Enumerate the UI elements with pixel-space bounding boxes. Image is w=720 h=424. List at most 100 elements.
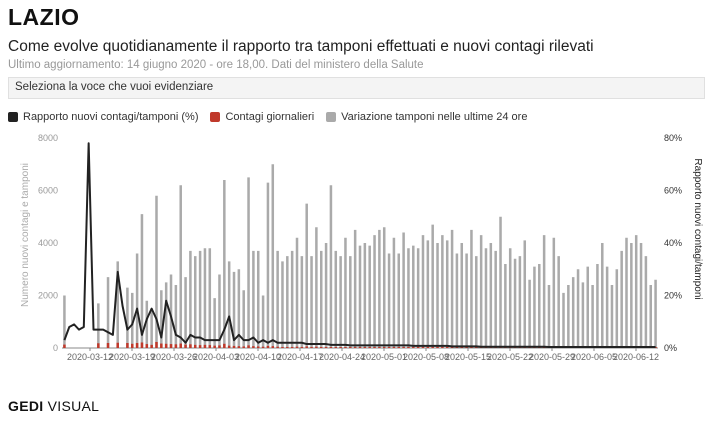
test-bar (528, 279, 531, 348)
test-bar (533, 266, 536, 349)
y-tick-label: 2000 (38, 291, 58, 301)
test-bar (242, 290, 245, 348)
legend-swatch-daily-cases (210, 112, 221, 122)
test-bar (174, 285, 178, 348)
test-bar (479, 235, 483, 349)
test-bar (649, 285, 652, 348)
cases-bar (184, 344, 187, 348)
cases-bar (106, 343, 110, 348)
test-bar (290, 250, 294, 349)
test-bar (504, 264, 507, 348)
x-tick-label: 2020-03-12 (67, 352, 113, 362)
legend-label-daily-cases: Contagi giornalieri (225, 111, 315, 123)
test-bar (140, 214, 144, 349)
cases-bar (218, 345, 221, 349)
legend-label-ratio: Rapporto nuovi contagi/tamponi (%) (23, 111, 199, 123)
test-bar (538, 264, 541, 348)
test-bar (596, 264, 599, 348)
test-bar (97, 303, 100, 349)
test-bar (470, 229, 473, 349)
cases-bar (116, 342, 119, 348)
test-bar (586, 266, 589, 349)
cases-bar (140, 342, 144, 348)
cases-bar (315, 346, 318, 348)
test-bar (189, 250, 192, 349)
cases-bar (339, 347, 342, 348)
x-tick-label: 2020-04-03 (193, 352, 239, 362)
brand-visual: VISUAL (47, 398, 100, 414)
cases-bar (155, 341, 158, 348)
test-bar (286, 256, 289, 349)
test-bar (557, 256, 560, 349)
test-bar (213, 298, 216, 349)
test-bar (513, 258, 517, 348)
highlight-selector[interactable]: Seleziona la voce che vuoi evidenziare (8, 77, 705, 99)
cases-bar (421, 347, 425, 348)
cases-bar (445, 347, 449, 348)
test-bar (465, 253, 468, 348)
cases-bar (402, 347, 405, 348)
test-bar (402, 232, 405, 348)
cases-bar (252, 346, 255, 348)
test-bar (542, 235, 546, 349)
cases-bar (145, 344, 149, 348)
cases-bar (189, 344, 192, 348)
cases-bar (465, 347, 468, 348)
cases-bar (300, 346, 304, 348)
cases-bar (455, 347, 459, 348)
cases-bar (261, 346, 265, 348)
test-bar (266, 182, 270, 349)
y-tick-label: 6000 (38, 186, 58, 196)
test-bar (475, 256, 478, 349)
cases-bar (460, 347, 464, 348)
cases-bar (397, 347, 401, 348)
cases-bar (329, 346, 333, 348)
test-bar (252, 250, 255, 349)
cases-bar (392, 347, 396, 348)
cases-bar (407, 347, 410, 348)
cases-bar (208, 345, 212, 348)
cases-bar (247, 345, 250, 349)
cases-bar (97, 343, 100, 348)
test-bar (445, 240, 449, 348)
x-tick-label: 2020-03-26 (151, 352, 197, 362)
legend-item-tests[interactable]: Variazione tamponi nelle ultime 24 ore (326, 111, 527, 123)
y2-axis-title: Rapporto nuovi contagi/tamponi (692, 158, 703, 299)
test-bar (620, 250, 623, 349)
test-bar (644, 256, 648, 349)
test-bar (271, 164, 275, 348)
test-bar (198, 250, 202, 349)
test-bar (382, 227, 386, 348)
cases-bar (349, 347, 352, 348)
test-bar (387, 253, 391, 348)
test-bar (412, 245, 415, 349)
test-bar (295, 237, 299, 348)
test-bar (363, 243, 367, 348)
test-bar (358, 245, 362, 349)
test-bar (329, 185, 333, 348)
cases-bar (450, 347, 454, 348)
x-tick-label: 2020-03-19 (109, 352, 155, 362)
test-bar (460, 243, 464, 348)
test-bar (484, 248, 488, 348)
test-bar (518, 256, 522, 349)
test-bar (116, 261, 119, 349)
legend-item-ratio[interactable]: Rapporto nuovi contagi/tamponi (%) (8, 111, 198, 123)
test-bar (523, 240, 527, 348)
cases-bar (310, 346, 313, 348)
test-bar (630, 243, 633, 348)
y2-tick-label: 80% (664, 133, 682, 143)
cases-bar (169, 344, 173, 348)
legend-item-daily-cases[interactable]: Contagi giornalieri (210, 111, 314, 123)
cases-bar (232, 345, 236, 348)
test-bar (591, 285, 594, 348)
y-axis-title: Numero nuovi contagi e tamponi (20, 163, 31, 307)
last-updated-note: Ultimo aggiornamento: 14 giugno 2020 - o… (8, 59, 424, 71)
legend-swatch-tests (326, 112, 337, 122)
test-bar (145, 300, 149, 348)
test-bar (552, 237, 556, 348)
test-bar (416, 248, 420, 348)
cases-bar (242, 346, 245, 348)
test-bar (315, 227, 318, 348)
cases-bar (213, 345, 216, 348)
